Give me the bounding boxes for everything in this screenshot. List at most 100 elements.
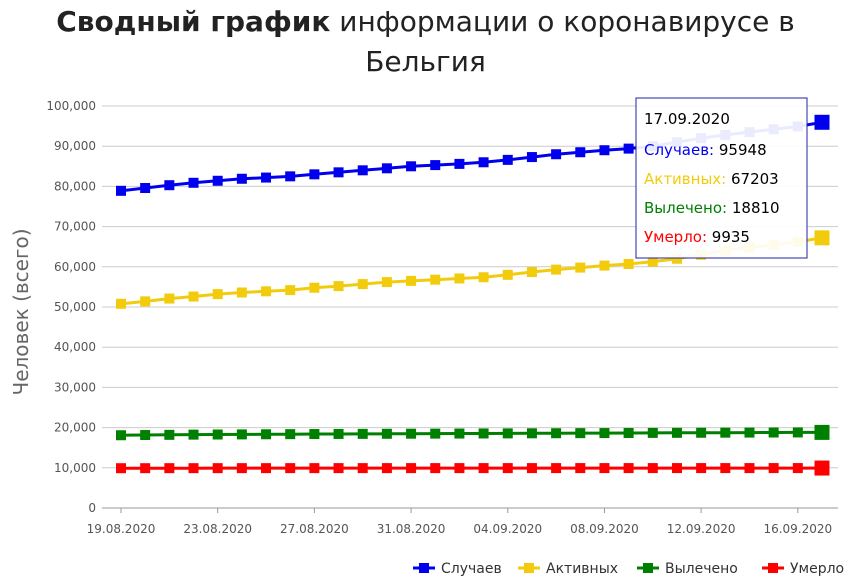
data-point — [261, 172, 272, 183]
data-point — [309, 282, 320, 293]
data-point — [454, 273, 465, 284]
data-point — [671, 427, 682, 438]
y-axis-label: Человек (всего) — [9, 228, 33, 395]
data-point — [309, 463, 320, 474]
data-point — [116, 185, 126, 196]
x-tick-label: 12.09.2020 — [667, 522, 736, 536]
data-point — [116, 430, 126, 441]
data-point — [381, 277, 392, 288]
data-point — [671, 253, 682, 264]
data-point — [309, 429, 320, 440]
data-point — [406, 428, 417, 439]
data-point — [792, 463, 803, 474]
tooltip-row-label: Умерло: — [644, 228, 712, 246]
data-point — [381, 163, 392, 174]
data-point — [814, 230, 830, 246]
legend-marker — [419, 563, 429, 573]
data-point — [478, 157, 489, 168]
data-point — [575, 463, 586, 474]
data-point — [212, 175, 223, 186]
data-point — [478, 463, 489, 474]
tooltip-row-label: Вылечено: — [644, 199, 732, 217]
data-point — [792, 427, 803, 438]
data-point — [502, 428, 513, 439]
data-point — [357, 463, 368, 474]
y-tick-label: 100,000 — [46, 99, 96, 113]
data-point — [381, 428, 392, 439]
data-point — [814, 460, 830, 476]
data-point — [551, 149, 562, 160]
legend-label: Вылечено — [665, 561, 738, 577]
data-point — [333, 463, 344, 474]
data-point — [212, 463, 223, 474]
data-point — [814, 424, 830, 440]
data-point — [575, 428, 586, 439]
data-point — [478, 428, 489, 439]
y-tick-label: 70,000 — [54, 220, 96, 234]
legend-label: Случаев — [441, 561, 502, 577]
data-point — [478, 272, 489, 283]
data-point — [236, 173, 247, 184]
y-tick-label: 20,000 — [54, 421, 96, 435]
data-point — [406, 275, 417, 286]
x-tick-label: 23.08.2020 — [183, 522, 252, 536]
tooltip: 17.09.2020 Случаев: 95948 Активных: 67203… — [635, 97, 808, 259]
data-point — [212, 429, 223, 440]
data-point — [623, 258, 634, 269]
data-point — [526, 428, 537, 439]
data-point — [599, 145, 610, 156]
tooltip-date: 17.09.2020 — [644, 110, 730, 128]
x-axis: 19.08.2020 23.08.2020 27.08.2020 31.08.2020… — [87, 508, 832, 536]
tooltip-row: Случаев: 95948 — [644, 141, 767, 159]
data-point — [188, 291, 199, 302]
data-point — [502, 154, 513, 165]
data-point — [430, 463, 441, 474]
data-point — [551, 264, 562, 275]
data-point — [526, 463, 537, 474]
legend-marker — [643, 563, 653, 573]
y-tick-label: 30,000 — [54, 380, 96, 394]
data-point — [381, 463, 392, 474]
data-point — [696, 463, 707, 474]
data-point — [502, 463, 513, 474]
data-point — [164, 180, 175, 191]
data-point — [357, 279, 368, 290]
data-point — [333, 281, 344, 292]
data-point — [647, 427, 658, 438]
data-point — [551, 463, 562, 474]
legend-marker — [524, 563, 534, 573]
data-point — [116, 463, 126, 474]
tooltip-row-label: Активных: — [644, 170, 731, 188]
data-point — [814, 114, 830, 130]
data-point — [333, 167, 344, 178]
data-point — [188, 463, 199, 474]
chart-title-rest: информации о коронавирусе в Бельгия — [339, 5, 795, 78]
legend-label: Активных — [546, 561, 618, 577]
data-point — [164, 463, 175, 474]
data-point — [575, 147, 586, 158]
x-tick-label: 19.08.2020 — [87, 522, 156, 536]
data-point — [599, 463, 610, 474]
data-point — [720, 463, 731, 474]
data-point — [623, 427, 634, 438]
data-point — [720, 427, 731, 438]
data-point — [430, 428, 441, 439]
legend-marker — [768, 563, 778, 573]
data-point — [285, 463, 296, 474]
tooltip-row-value: 18810 — [732, 199, 780, 217]
series-3 — [116, 460, 830, 476]
data-point — [768, 463, 779, 474]
data-point — [212, 289, 223, 300]
series-line — [120, 430, 822, 437]
data-point — [454, 463, 465, 474]
y-tick-label: 90,000 — [54, 139, 96, 153]
data-point — [768, 427, 779, 438]
data-point — [430, 160, 441, 171]
x-tick-label: 16.09.2020 — [763, 522, 832, 536]
tooltip-row-value: 67203 — [731, 170, 779, 188]
tooltip-row-value: 95948 — [719, 141, 767, 159]
data-point — [164, 429, 175, 440]
x-tick-label: 04.09.2020 — [473, 522, 542, 536]
y-tick-label: 80,000 — [54, 179, 96, 193]
data-point — [599, 428, 610, 439]
